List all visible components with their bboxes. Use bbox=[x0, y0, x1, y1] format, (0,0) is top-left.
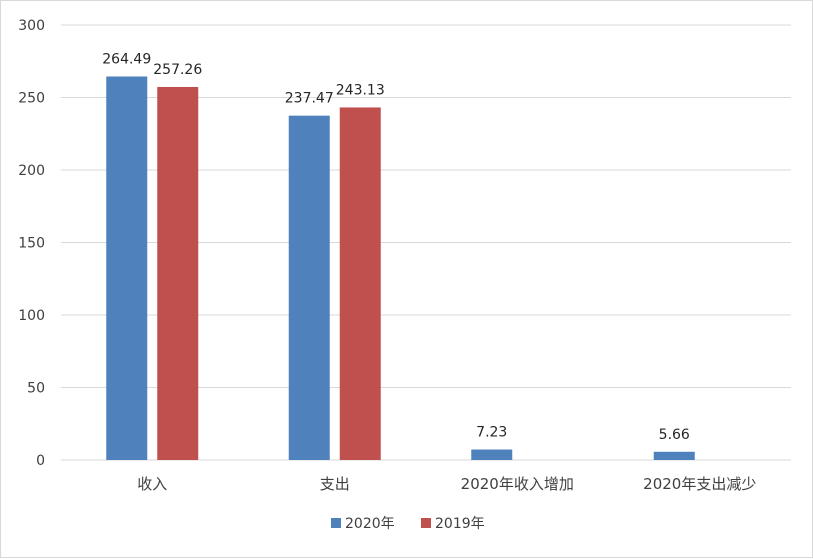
legend-swatch bbox=[421, 518, 431, 528]
legend: 2020年 2019年 bbox=[331, 516, 485, 532]
y-axis-ticks: 0 50 100 150 200 250 300 bbox=[18, 18, 45, 469]
bar bbox=[653, 451, 695, 460]
bar bbox=[106, 76, 148, 460]
y-tick-label: 200 bbox=[18, 163, 45, 179]
y-tick-label: 300 bbox=[18, 18, 45, 34]
data-label: 264.49 bbox=[102, 51, 151, 67]
data-label: 7.23 bbox=[476, 425, 507, 441]
data-label: 257.26 bbox=[153, 62, 202, 78]
data-label: 237.47 bbox=[285, 91, 334, 107]
category-label: 支出 bbox=[320, 475, 350, 493]
bar bbox=[471, 449, 513, 460]
data-label: 5.66 bbox=[659, 427, 690, 443]
legend-label: 2020年 bbox=[345, 516, 395, 532]
bar bbox=[339, 107, 381, 461]
y-tick-label: 0 bbox=[36, 453, 45, 469]
legend-label: 2019年 bbox=[435, 516, 485, 532]
y-tick-label: 150 bbox=[18, 236, 45, 252]
bar bbox=[288, 115, 330, 460]
bars bbox=[106, 76, 695, 461]
category-label: 2020年支出减少 bbox=[643, 475, 756, 493]
legend-swatch bbox=[331, 518, 341, 528]
data-label: 243.13 bbox=[336, 82, 385, 98]
x-axis-categories: 收入 支出 2020年收入增加 2020年支出减少 bbox=[137, 475, 756, 493]
y-tick-label: 100 bbox=[18, 308, 45, 324]
category-label: 收入 bbox=[137, 475, 167, 493]
y-tick-label: 250 bbox=[18, 91, 45, 107]
y-tick-label: 50 bbox=[27, 381, 45, 397]
bar bbox=[157, 86, 199, 461]
category-label: 2020年收入增加 bbox=[461, 475, 574, 493]
